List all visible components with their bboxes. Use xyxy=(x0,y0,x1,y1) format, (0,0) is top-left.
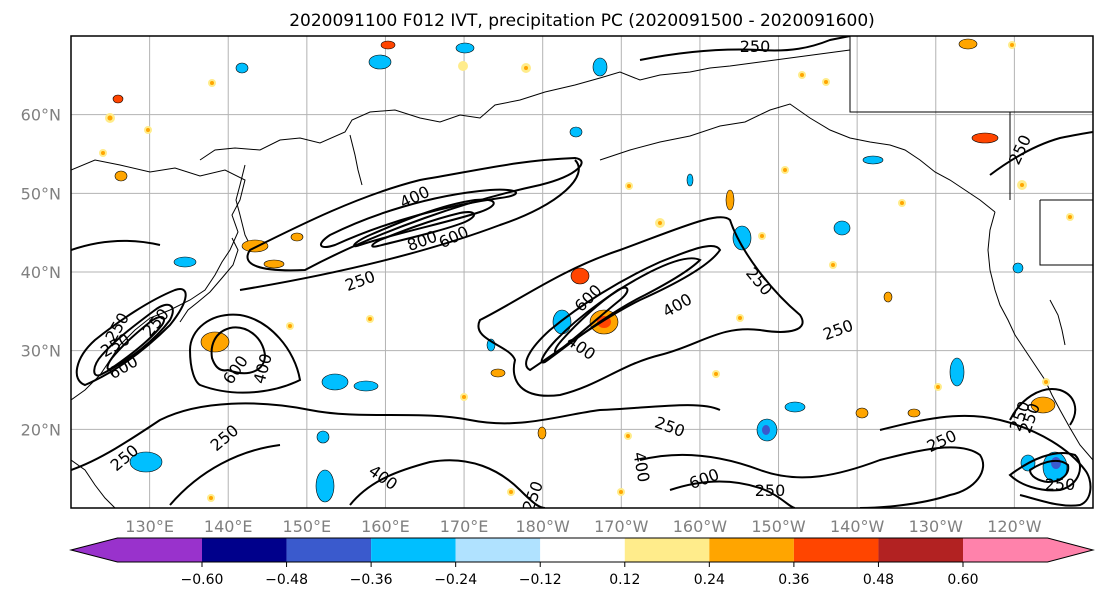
colorbar-tick-label: 0.12 xyxy=(609,572,640,588)
lat-label: 20°N xyxy=(21,420,61,439)
lon-label: 150°E xyxy=(283,517,332,536)
lon-label: 150°W xyxy=(751,517,806,536)
ivt-contour-250-baja xyxy=(1009,388,1077,426)
coast-kamchatka xyxy=(349,134,363,186)
ivt-contour-400-west xyxy=(93,303,174,377)
ivt-contour-600-southeast xyxy=(669,480,796,508)
latitude-labels: 60°N 50°N 40°N 30°N 20°N xyxy=(21,106,61,440)
colorbar-tick-label: 0.48 xyxy=(863,572,894,588)
ivt-contour-250-east xyxy=(879,414,1092,507)
lon-label: 140°E xyxy=(204,517,253,536)
lon-label: 140°W xyxy=(830,517,885,536)
ivt-contour-250-southwest xyxy=(169,444,281,506)
coastlines xyxy=(71,36,1093,508)
colorbar-cell xyxy=(371,538,456,562)
ivt-contour-400-south xyxy=(349,459,546,508)
lat-label: 30°N xyxy=(21,342,61,361)
ivt-contour-250-northeast xyxy=(989,131,1093,176)
coast-alaska-south xyxy=(599,103,996,213)
ivt-contour-600-west xyxy=(106,316,166,371)
lon-label: 170°W xyxy=(594,517,649,536)
colorbar-cell xyxy=(878,538,963,562)
colorbar-tick-label: −0.24 xyxy=(434,572,477,588)
coast-sakhalin xyxy=(235,164,251,246)
lon-label: 130°W xyxy=(909,517,964,536)
colorbar-tick-label: −0.12 xyxy=(519,572,562,588)
lon-label: 170°E xyxy=(440,517,489,536)
ivt-contours xyxy=(71,36,1093,508)
contour-label: 250 xyxy=(755,481,786,500)
lat-label: 50°N xyxy=(21,184,61,203)
coast-north-america-west xyxy=(987,211,1093,461)
colorbar-cell xyxy=(540,538,625,562)
lon-label: 160°W xyxy=(673,517,728,536)
ivt-contour-800-north xyxy=(371,211,475,248)
colorbar-outline xyxy=(69,537,1095,563)
coast-japan xyxy=(179,237,239,323)
precipitation-pc-shading xyxy=(99,38,1074,503)
colorbar-cell xyxy=(624,538,710,562)
ivt-contour-800-central xyxy=(554,286,629,354)
colorbar-cell xyxy=(455,538,541,562)
political-borders xyxy=(849,36,1093,266)
lon-label: 160°E xyxy=(361,517,410,536)
ivt-contour-600-north xyxy=(353,198,495,248)
ivt-contour-250-central xyxy=(477,216,804,397)
lon-label: 130°E xyxy=(125,517,174,536)
lon-label: 120°W xyxy=(987,517,1042,536)
map-title: 2020091100 F012 IVT, precipitation PC (2… xyxy=(289,11,875,31)
colorbar-cell xyxy=(202,538,287,562)
ivt-contour-250-korea xyxy=(71,239,161,251)
colorbar-cell xyxy=(709,538,794,562)
ivt-contour-250-southeast xyxy=(639,446,985,508)
ivt-contour-600-east xyxy=(1028,459,1070,484)
ivt-contour-250-ring xyxy=(188,313,302,394)
colorbar-cell xyxy=(286,538,372,562)
colorbar-extend-low xyxy=(71,538,202,562)
colorbar-tick-label: 0.36 xyxy=(778,572,809,588)
ivt-contour-250-north-south-edge xyxy=(239,159,580,291)
ivt-contour-250-south xyxy=(71,402,721,471)
ivt-contour-250-west xyxy=(75,288,187,387)
colorbar-cell xyxy=(793,538,879,562)
lon-label: 180°W xyxy=(516,517,571,536)
longitude-labels: 130°E 140°E 150°E 160°E 170°E 180°W 170°W 160°W… xyxy=(125,517,1041,536)
contour-label: 250 xyxy=(740,37,771,56)
ivt-contour-250-arctic xyxy=(639,36,851,61)
colorbar-extend-high xyxy=(963,538,1093,562)
contour-label: 250 xyxy=(1045,475,1076,494)
map-panel: 250 250 400 800 600 250 250 600 400 250 … xyxy=(70,35,1094,509)
ivt-contour-400-ring xyxy=(210,326,267,375)
lat-label: 60°N xyxy=(21,106,61,125)
map-frame xyxy=(70,35,1094,509)
colorbar-tick-label: 0.24 xyxy=(694,572,725,588)
colorbar-tick-labels: −0.60 −0.48 −0.36 −0.24 −0.12 0.12 0.24 0.36 0.4… xyxy=(181,562,979,588)
coast-asia-mainland xyxy=(71,159,246,401)
ivt-contour-400-east xyxy=(1008,451,1081,492)
coast-baja xyxy=(1049,299,1066,346)
ivt-contour-400-central xyxy=(525,245,722,372)
colorbar-tick-label: −0.60 xyxy=(181,572,224,588)
ivt-contour-600-central xyxy=(540,257,702,364)
colorbar xyxy=(69,537,1095,563)
colorbar-tick-label: −0.36 xyxy=(350,572,393,588)
lat-label: 40°N xyxy=(21,263,61,282)
colorbar-tick-label: 0.60 xyxy=(947,572,978,588)
coast-siberia-alaska xyxy=(199,49,851,161)
colorbar-tick-label: −0.48 xyxy=(265,572,308,588)
